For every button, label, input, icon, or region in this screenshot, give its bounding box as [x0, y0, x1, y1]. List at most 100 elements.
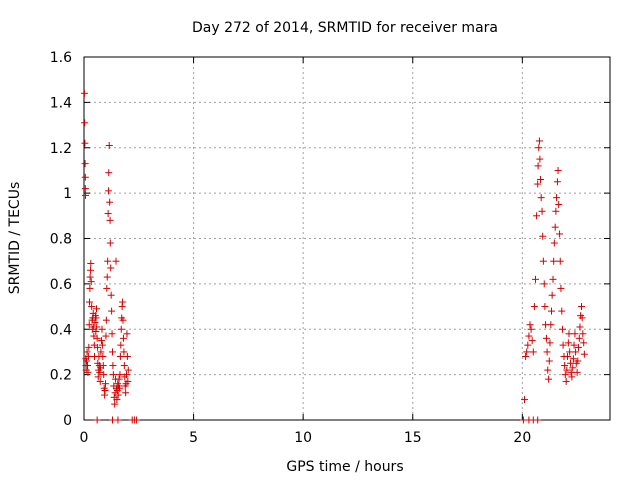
data-point	[81, 139, 89, 147]
data-point	[92, 314, 100, 322]
data-point	[538, 207, 546, 215]
data-point	[82, 191, 90, 199]
data-point	[111, 400, 119, 408]
data-point	[99, 352, 107, 360]
data-point	[85, 298, 93, 306]
y-axis-label: SRMTID / TECUs	[7, 182, 23, 295]
data-point	[98, 337, 106, 345]
data-point	[534, 416, 542, 424]
data-point	[572, 348, 580, 356]
data-point	[550, 257, 558, 265]
x-tick-label: 0	[80, 430, 89, 446]
x-tick-label: 5	[189, 430, 198, 446]
data-point	[120, 362, 128, 370]
data-point	[92, 328, 100, 336]
data-point	[106, 198, 114, 206]
data-point	[556, 257, 564, 265]
data-point	[534, 162, 542, 170]
data-point	[547, 307, 555, 315]
data-point	[124, 377, 132, 385]
data-point	[568, 373, 576, 381]
data-point	[109, 371, 117, 379]
data-point	[565, 330, 573, 338]
y-tick-label: 0.6	[50, 277, 72, 293]
data-point	[85, 343, 93, 351]
data-point	[580, 350, 588, 358]
data-point	[537, 176, 545, 184]
data-point	[104, 210, 112, 218]
data-point	[86, 273, 94, 281]
data-point	[529, 348, 537, 356]
data-point	[553, 178, 561, 186]
data-point	[539, 232, 547, 240]
x-tick-label: 20	[513, 430, 531, 446]
data-point	[525, 332, 533, 340]
data-point	[547, 321, 555, 329]
data-point	[94, 373, 102, 381]
data-point	[580, 339, 588, 347]
data-point	[101, 380, 109, 388]
data-point	[578, 303, 586, 311]
y-tick-label: 1.4	[50, 95, 72, 111]
data-point	[533, 212, 541, 220]
data-point	[100, 371, 108, 379]
data-point	[119, 298, 127, 306]
data-point	[103, 273, 111, 281]
data-point	[112, 257, 120, 265]
axis-ticks: 0 5 10 15 20 0 0.2 0.4 0.6 0.8 1 1.2 1.4 1.6	[50, 50, 610, 446]
data-point	[93, 334, 101, 342]
data-point	[115, 375, 123, 383]
data-point	[535, 137, 543, 145]
data-point	[575, 334, 583, 342]
data-point	[545, 357, 553, 365]
data-point	[546, 339, 554, 347]
y-tick-label: 0.4	[50, 322, 72, 338]
data-point	[540, 280, 548, 288]
data-point	[93, 323, 101, 331]
data-point	[526, 321, 534, 329]
grid	[84, 57, 610, 420]
data-point	[123, 371, 131, 379]
data-point	[558, 307, 566, 315]
data-point	[571, 330, 579, 338]
data-point	[84, 352, 92, 360]
data-point	[553, 194, 561, 202]
data-point	[86, 284, 94, 292]
data-point	[537, 194, 545, 202]
data-point	[574, 357, 582, 365]
data-point	[83, 348, 91, 356]
data-point	[108, 307, 116, 315]
data-point	[554, 166, 562, 174]
data-point	[108, 330, 116, 338]
data-point	[545, 375, 553, 383]
data-point	[114, 416, 122, 424]
data-point	[103, 284, 111, 292]
data-point	[123, 352, 131, 360]
data-point	[102, 332, 110, 340]
data-point	[119, 316, 127, 324]
data-point	[104, 257, 112, 265]
data-point	[563, 352, 571, 360]
data-point	[527, 325, 535, 333]
data-point	[556, 230, 564, 238]
data-point	[531, 275, 539, 283]
data-point	[105, 187, 113, 195]
data-point	[106, 239, 114, 247]
data-point	[108, 348, 116, 356]
data-point	[84, 362, 92, 370]
data-point	[544, 366, 552, 374]
data-point	[539, 257, 547, 265]
data-point	[94, 343, 102, 351]
data-point	[102, 316, 110, 324]
data-point	[548, 291, 556, 299]
plot-frame	[83, 56, 611, 421]
data-point	[551, 223, 559, 231]
data-point	[84, 368, 92, 376]
x-tick-label: 15	[404, 430, 422, 446]
data-points	[80, 89, 588, 424]
data-point	[536, 155, 544, 163]
x-tick-label: 10	[294, 430, 312, 446]
data-point	[569, 364, 577, 372]
data-point	[534, 180, 542, 188]
